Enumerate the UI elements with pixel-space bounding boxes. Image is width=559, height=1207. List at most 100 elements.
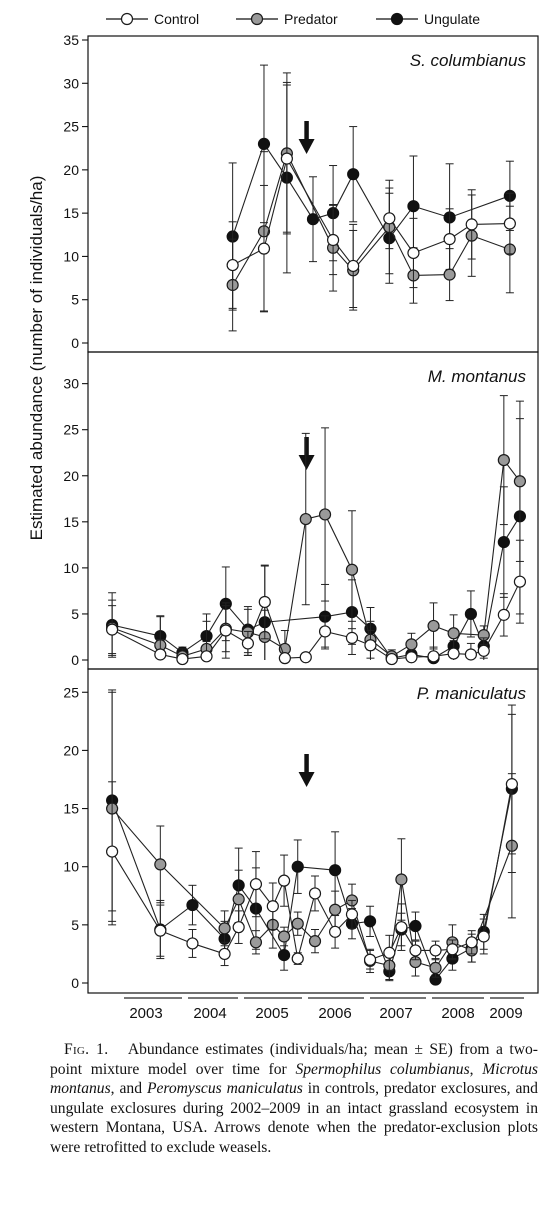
point-control [497,608,510,621]
point-control [200,650,213,663]
point-control [446,943,459,956]
point-control [464,648,478,661]
point-predator [277,930,291,943]
panel-2: 0 5 10 15 20 25 30 M. montanus [63,351,539,670]
point-predator [429,961,442,974]
point-predator [308,935,322,948]
point-predator [218,922,231,935]
caption-sep-1: , [469,1060,483,1078]
point-ungulate [347,168,360,181]
point-ungulate [328,864,342,877]
y-tick-label: 30 [63,376,79,392]
series-control [226,84,516,313]
year-label: 2006 [318,1005,351,1022]
y-tick-label: 20 [63,742,79,758]
point-control [106,623,119,636]
point-control [429,944,442,957]
y-tick-label: 5 [71,292,79,308]
point-control [218,947,231,961]
point-control [257,242,271,255]
y-axis-label: Estimated abundance (number of individua… [27,176,46,541]
point-control [407,246,420,260]
point-predator [447,627,460,640]
point-control [277,874,291,887]
point-predator [232,893,245,906]
y-tick-label: 30 [63,75,79,91]
y-tick-label: 10 [63,248,79,264]
y-tick-label: 15 [63,205,79,221]
point-control [278,652,291,665]
point-control [427,650,440,663]
species-1: Spermophilus columbianus [295,1060,470,1078]
point-control [405,651,418,664]
point-control [106,845,119,858]
y-tick-label: 5 [71,606,79,622]
y-tick-label: 20 [63,162,79,178]
point-ungulate [277,948,291,962]
point-predator [405,638,418,651]
point-control [258,595,271,609]
point-ungulate [409,919,422,933]
point-control [383,946,396,959]
series-control [106,539,527,666]
year-label: 2003 [129,1005,162,1022]
legend-label-ungulate: Ungulate [424,11,480,27]
caption-text-2: in controls, predator exclosures, and un… [50,1080,538,1156]
figure-caption: Fig. 1. Abundance estimates (individuals… [50,1040,538,1158]
point-predator [427,619,440,633]
point-control [291,952,304,965]
point-control [154,924,167,937]
point-control [465,936,478,949]
point-control [513,575,527,588]
caption-text-1: Abundance estimates (individuals/ha; mea… [50,1041,538,1078]
point-control [280,152,293,165]
y-tick-label: 15 [63,801,79,817]
series-line-predator [111,458,521,657]
point-control [176,652,189,666]
point-control [443,233,456,246]
point-predator [497,453,510,467]
point-control [241,637,255,650]
year-label: 2008 [441,1005,474,1022]
point-control [186,937,199,950]
point-ungulate [464,607,478,621]
panel-title: S. columbianus [410,51,527,70]
year-label: 2005 [255,1005,288,1022]
panel-3: 0 5 10 15 20 25 P. maniculatus [63,668,539,994]
point-control [266,900,279,913]
point-predator [328,903,342,916]
point-control [383,212,396,225]
y-tick-label: 0 [71,335,79,351]
year-label: 2004 [193,1005,226,1022]
legend-label-predator: Predator [284,11,338,27]
arrow-head [298,139,315,154]
point-control [299,651,312,664]
panels: 0 5 10 15 20 25 30 35 S. columbianus 0 5 10 15 20 25 30… [63,32,539,994]
panel-title: P. maniculatus [417,684,527,703]
point-control [477,644,490,657]
legend-marker-ungulate [390,12,404,26]
point-ungulate [363,915,377,928]
point-ungulate [257,137,271,150]
legend: Control Predator Ungulate [106,11,480,27]
point-predator [345,563,359,576]
point-control [219,624,232,637]
point-ungulate [291,860,304,873]
y-tick-label: 20 [63,468,79,484]
caption-sep-2: , and [110,1080,147,1098]
point-control [409,944,422,957]
series-ungulate [106,418,527,665]
point-control [345,908,359,921]
panel-frame [87,668,539,994]
species-2: Microtus montanus [50,1060,538,1098]
y-tick-label: 25 [63,422,79,438]
abundance-figure: Control Predator Ungulate Estimated abunda… [27,11,539,1022]
year-label: 2009 [489,1005,522,1022]
panel-title: M. montanus [428,367,527,386]
point-control [226,258,239,272]
y-tick-label: 15 [63,514,79,530]
y-tick-label: 25 [63,684,79,700]
series-line-control [232,157,510,267]
point-predator [249,936,263,949]
figure-label: Fig. 1. [64,1041,109,1058]
